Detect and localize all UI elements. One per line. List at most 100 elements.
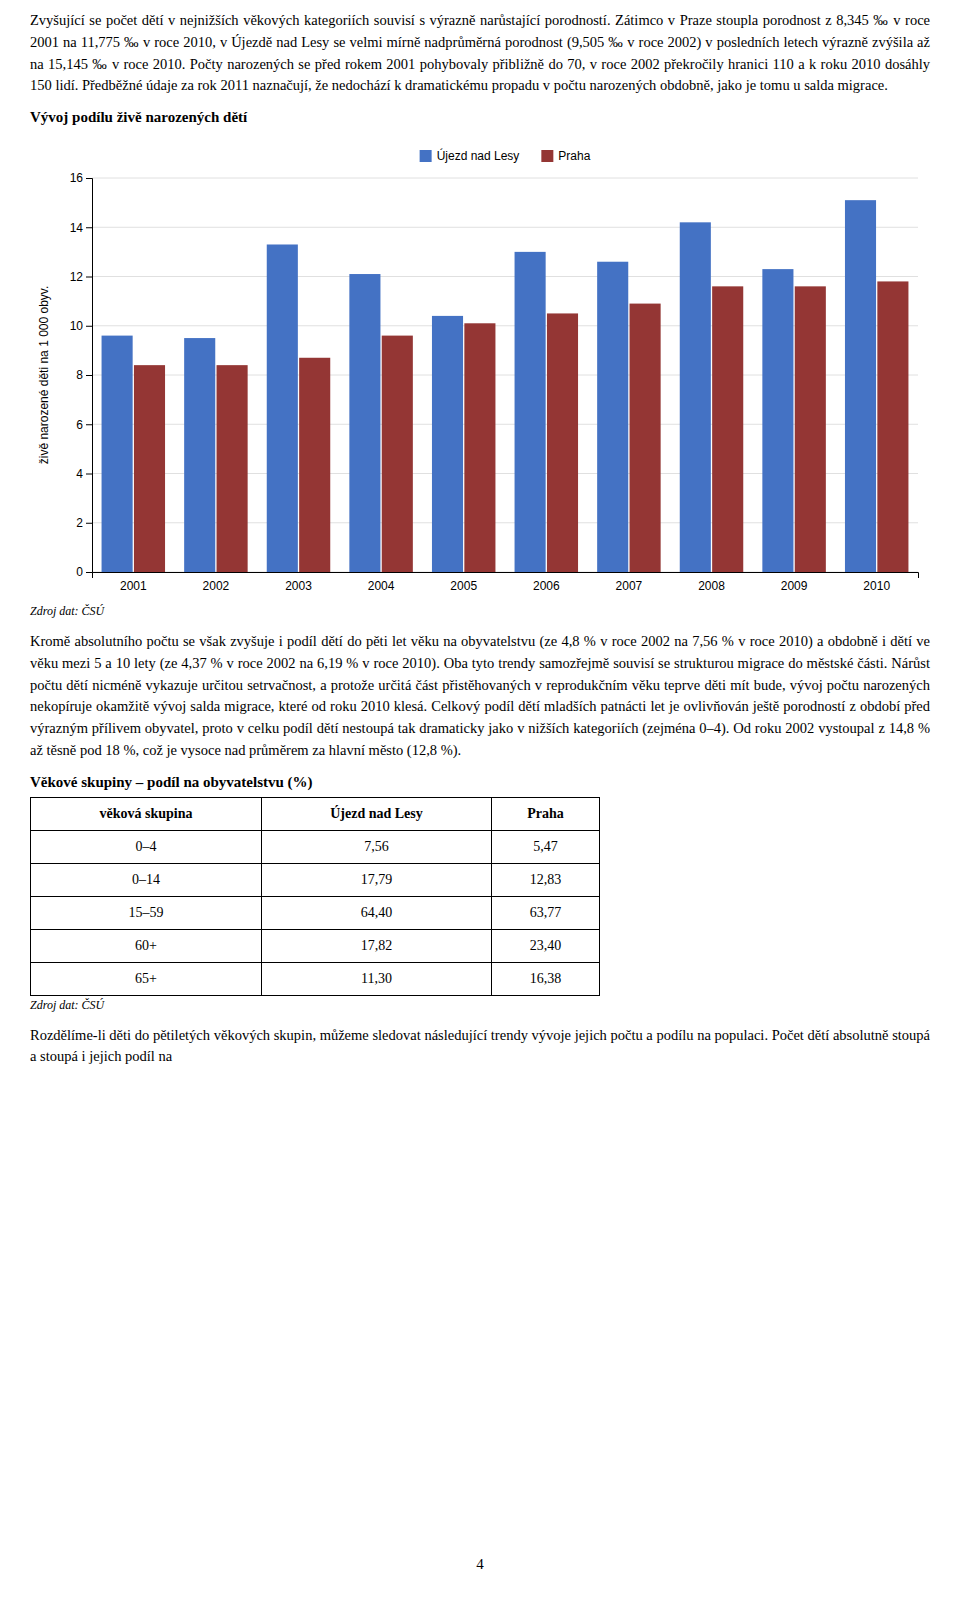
table-row: 0–1417,7912,83 [31,863,600,896]
y-tick-mark [86,277,92,278]
legend-label: Praha [558,149,590,163]
x-tick-label: 2008 [698,579,725,593]
table-cell: 23,40 [491,929,599,962]
grid-line [92,375,918,376]
y-tick: 12 [70,270,92,284]
x-tick-label: 2010 [863,579,890,593]
table-header: Praha [491,797,599,830]
y-tick-mark [86,474,92,475]
y-tick-label: 14 [70,221,84,235]
legend-label: Újezd nad Lesy [437,148,520,163]
bottom-text: Rozdělíme-li děti do pětiletých věkových… [30,1025,930,1069]
x-tick-label: 2001 [120,579,147,593]
y-tick-label: 2 [76,516,83,530]
bar [184,338,215,572]
table-cell: 7,56 [261,830,491,863]
table-header: věková skupina [31,797,262,830]
x-tick: 2003 [285,579,312,593]
x-tick-label: 2009 [781,579,808,593]
legend: Újezd nad Lesy Praha [420,148,591,163]
x-tick: 2008 [698,579,725,593]
table-row: 15–5964,4063,77 [31,896,600,929]
x-tick-label: 2006 [533,579,560,593]
bar [712,286,743,572]
bar [795,286,826,572]
bar [547,313,578,572]
y-tick-label: 4 [76,467,83,481]
x-tick: 2007 [616,579,643,593]
bar [349,274,380,572]
x-tick: 2010 [863,579,890,593]
y-tick-mark [86,178,92,179]
bar [267,244,298,572]
table-cell: 60+ [31,929,262,962]
table-cell: 5,47 [491,830,599,863]
y-tick: 16 [70,171,92,185]
page-text: Zvyšující se počet dětí v nejnižších věk… [30,10,930,97]
table-row: 65+11,3016,38 [31,962,600,995]
x-tick-label: 2002 [203,579,230,593]
x-tick: 2004 [368,579,395,593]
grid-line [92,522,918,523]
bar-series [134,281,908,572]
y-axis: 0246810121416 [70,171,93,579]
bar [382,336,413,572]
x-tick: 2009 [781,579,808,593]
x-axis: 2001 2002 2003 2004 2005 2006 2007 2008 2009 2010 [93,573,919,593]
y-tick-label: 6 [76,418,83,432]
chart-source: Zdroj dat: ČSÚ [30,604,930,619]
bar [630,304,661,572]
x-tick-label: 2004 [368,579,395,593]
legend-item: Újezd nad Lesy [420,148,520,163]
table-cell: 17,79 [261,863,491,896]
y-tick-label: 10 [70,319,84,333]
y-tick: 4 [76,467,92,481]
table-cell: 12,83 [491,863,599,896]
y-tick-mark [86,424,92,425]
y-tick: 2 [76,516,92,530]
y-tick: 10 [70,319,92,333]
table-cell: 63,77 [491,896,599,929]
x-tick: 2005 [450,579,477,593]
y-tick-mark [86,227,92,228]
bar [515,252,546,572]
y-tick-mark [86,523,92,524]
table-row: 60+17,8223,40 [31,929,600,962]
bar [134,365,165,572]
bar [845,200,876,572]
grid-line [92,276,918,277]
bar [217,365,248,572]
x-axis-line [93,573,919,579]
page-number: 4 [0,1556,960,1573]
bars [102,200,909,572]
bar [762,269,793,572]
grid-line [92,424,918,425]
y-axis-title: živě narozené děti na 1 000 obyv. [37,286,51,465]
table-header: Újezd nad Lesy [261,797,491,830]
grid-line [92,473,918,474]
table-cell: 15–59 [31,896,262,929]
grid-line [92,227,918,228]
bar [102,336,133,572]
table-source: Zdroj dat: ČSÚ [30,998,930,1013]
table-header-row: věková skupinaÚjezd nad LesyPraha [31,797,600,830]
bar [299,358,330,572]
table-title: Věkové skupiny – podíl na obyvatelstvu (… [30,774,930,791]
chart: 2001 2002 2003 2004 2005 2006 2007 2008 2009 2010… [30,132,930,602]
page: Zvyšující se počet dětí v nejnižších věk… [30,10,930,1078]
table-cell: 65+ [31,962,262,995]
bar [432,316,463,572]
grid-line [92,178,918,179]
x-tick-label: 2003 [285,579,312,593]
y-tick: 8 [76,368,92,382]
table-cell: 0–4 [31,830,262,863]
legend-swatch [541,150,553,162]
y-tick-label: 8 [76,368,83,382]
table-cell: 17,82 [261,929,491,962]
table: věková skupinaÚjezd nad LesyPraha0–47,56… [30,797,600,996]
plot: 2001 2002 2003 2004 2005 2006 2007 2008 2009 2010… [37,171,919,592]
bar [877,281,908,572]
bar [680,222,711,572]
x-tick: 2002 [203,579,230,593]
bar [597,262,628,572]
